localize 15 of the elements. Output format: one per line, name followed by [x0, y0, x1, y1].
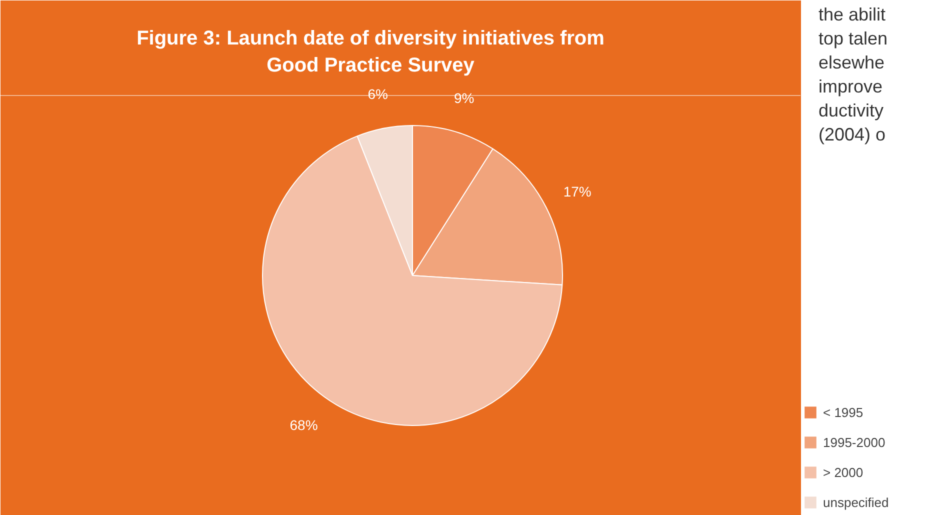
text: (2004) o — [818, 124, 886, 144]
text: the abilit — [818, 4, 886, 24]
data-label: 68% — [290, 417, 318, 434]
legend-label: 1995-2000 — [823, 434, 886, 450]
legend-label: unspecified — [823, 494, 889, 510]
text: ductivity — [818, 100, 884, 120]
data-label: 6% — [368, 86, 388, 102]
data-label: 17% — [563, 184, 592, 200]
text: elsewhe — [818, 52, 885, 72]
legend-label: < 1995 — [823, 404, 864, 420]
legend-label: > 2000 — [823, 464, 864, 480]
data-label: 9% — [454, 90, 474, 106]
text: top talen — [818, 28, 888, 48]
chart-title: Figure 3: Launch date of diversity initiatives from Good Practice Survey — [136, 28, 604, 76]
text: improve — [818, 76, 883, 96]
